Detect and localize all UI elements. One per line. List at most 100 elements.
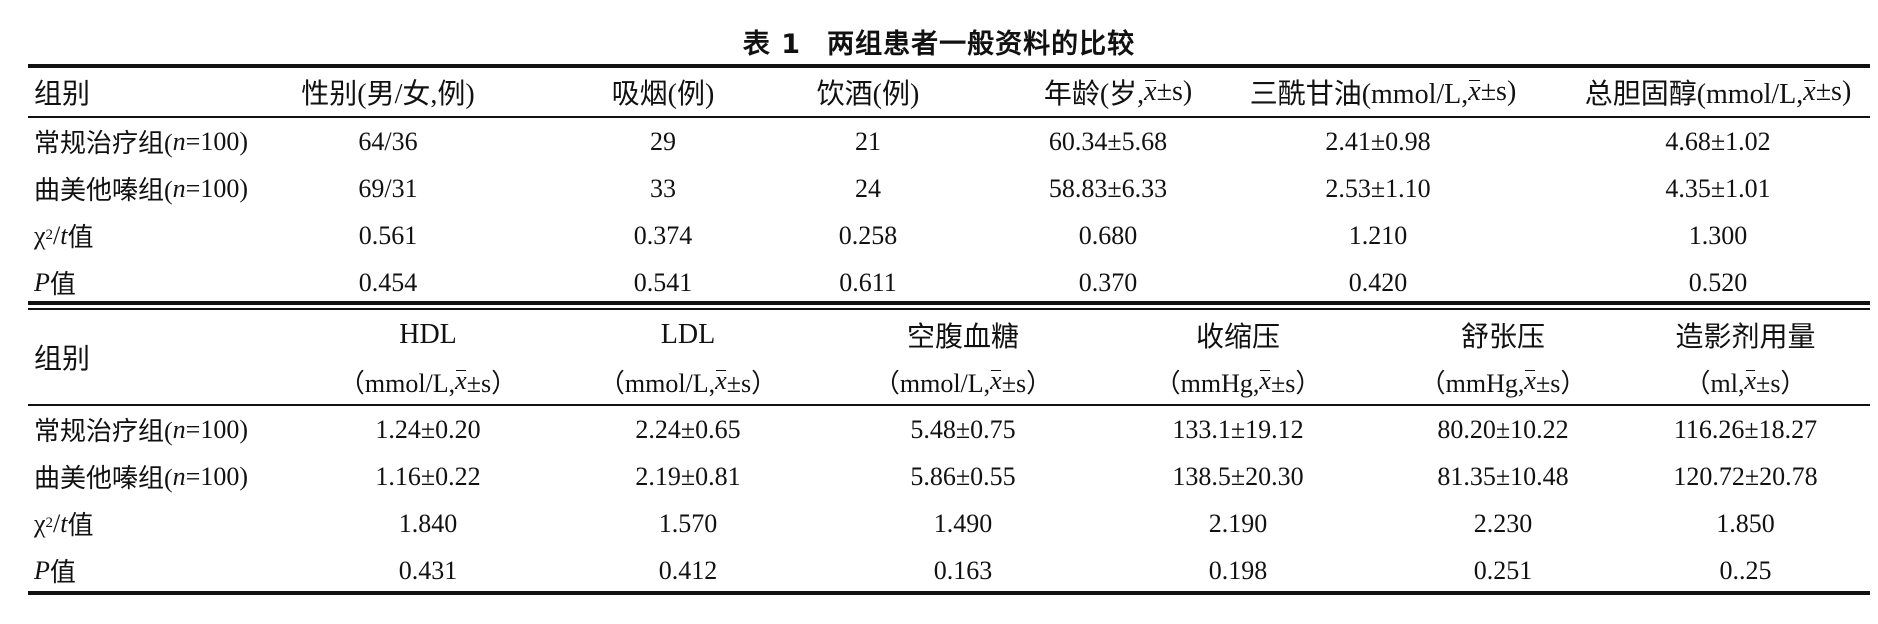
cell-cholesterol: 4.35±1.01	[1665, 173, 1771, 203]
cell-contrast-volume: 116.26±18.27	[1673, 414, 1818, 444]
section-divider-rule	[28, 301, 1870, 305]
mean-x: x	[715, 366, 727, 395]
cell-diastolic: 80.20±10.22	[1437, 414, 1569, 444]
table-row: P 值 0.454 0.541 0.611 0.370 0.420 0.520	[28, 259, 1870, 306]
header-sex: 性别(男/女,例)	[301, 78, 475, 110]
cell-fasting-glucose: 1.490	[933, 508, 993, 538]
cell-age: 58.83±6.33	[1048, 173, 1168, 203]
cell-smoking: 0.541	[633, 267, 693, 297]
header-drinking: 饮酒(例)	[816, 78, 920, 110]
row-label: χ 2/t 值	[34, 220, 94, 253]
cell-ldl: 2.19±0.81	[635, 461, 741, 491]
header-fasting-glucose: 空腹血糖	[906, 322, 1019, 353]
mean-x: x	[1524, 366, 1536, 395]
cell-systolic: 138.5±20.30	[1172, 461, 1304, 491]
cell-cholesterol: 0.520	[1688, 267, 1748, 297]
table-caption: 表 1 两组患者一般资料的比较	[0, 22, 1878, 61]
header-rule-1	[28, 116, 1870, 118]
header-row-1: 组别 性别(男/女,例) 吸烟(例) 饮酒(例) 年龄(岁, x ±s) 三酰甘油(…	[28, 68, 1870, 115]
cell-fasting-glucose: 5.86±0.55	[910, 461, 1016, 491]
cell-drinking: 21	[855, 126, 881, 156]
cell-diastolic: 0.251	[1473, 555, 1533, 585]
header-row-2: 组别	[28, 310, 1870, 404]
top-rule	[28, 64, 1870, 68]
cell-sex: 0.561	[358, 220, 418, 250]
cell-systolic: 133.1±19.12	[1172, 414, 1304, 444]
row-label: 曲美他嗪组(n =100)	[34, 173, 248, 206]
table-row: P 值 0.431 0.412 0.163 0.198 0.251 0..25	[28, 547, 1870, 594]
cell-age: 0.370	[1078, 267, 1138, 297]
cell-sex: 64/36	[358, 126, 418, 156]
header-cholesterol: 总胆固醇(mmol/L, x ±s)	[1584, 75, 1852, 110]
mean-x: x	[1803, 75, 1816, 107]
table-title: 两组患者一般资料的比较	[827, 29, 1136, 60]
section-divider-rule-thin	[28, 308, 1870, 310]
cell-age: 0.680	[1078, 220, 1138, 250]
cell-drinking: 0.611	[839, 267, 897, 297]
table-row: χ 2/t 值 0.561 0.374 0.258 0.680 1.210 1.3…	[28, 212, 1870, 259]
row-label: P 值	[34, 555, 76, 588]
cell-contrast-volume: 1.850	[1716, 508, 1775, 538]
cell-systolic: 0.198	[1208, 555, 1268, 585]
cell-hdl: 1.16±0.22	[375, 461, 481, 491]
header-rule-2	[28, 404, 1870, 406]
unit-hdl: （mmol/L, x ±s）	[338, 366, 518, 398]
mean-x: x	[1259, 366, 1271, 395]
table-row: 常规治疗组(n =100) 1.24±0.20 2.24±0.65 5.48±0.…	[28, 406, 1870, 453]
header-group-2: 组别	[34, 344, 91, 375]
header-diastolic: 舒张压	[1460, 322, 1545, 353]
header-contrast-volume: 造影剂用量	[1675, 322, 1816, 353]
cell-hdl: 0.431	[398, 555, 458, 585]
cell-smoking: 29	[650, 126, 676, 156]
row-label: P 值	[34, 267, 76, 300]
cell-diastolic: 2.230	[1473, 508, 1533, 538]
mean-x: x	[455, 366, 467, 395]
cell-contrast-volume: 0..25	[1719, 555, 1772, 585]
unit-ldl: （mmol/L, x ±s）	[598, 366, 778, 398]
cell-triglyceride: 1.210	[1348, 220, 1408, 250]
cell-drinking: 24	[855, 173, 881, 203]
cell-triglyceride: 0.420	[1348, 267, 1408, 297]
cell-systolic: 2.190	[1208, 508, 1268, 538]
cell-triglyceride: 2.41±0.98	[1325, 126, 1431, 156]
mean-x: x	[990, 366, 1002, 395]
table-row: 曲美他嗪组(n =100) 1.16±0.22 2.19±0.81 5.86±0.…	[28, 453, 1870, 500]
header-triglyceride: 三酰甘油(mmol/L, x ±s)	[1249, 75, 1517, 110]
row-label: 常规治疗组(n =100)	[34, 414, 248, 447]
cell-diastolic: 81.35±10.48	[1437, 461, 1569, 491]
row-label: 曲美他嗪组(n =100)	[34, 461, 248, 494]
table-row: 曲美他嗪组(n =100) 69/31 33 24 58.83±6.33 2.53…	[28, 165, 1870, 212]
cell-ldl: 1.570	[658, 508, 718, 538]
table-number: 表 1	[742, 29, 802, 60]
header-ldl: LDL	[660, 319, 716, 350]
mean-x: x	[1144, 75, 1157, 107]
cell-sex: 69/31	[358, 173, 418, 203]
cell-smoking: 33	[650, 173, 676, 203]
mean-x: x	[1468, 75, 1481, 107]
unit-systolic: （mmHg, x ±s）	[1154, 366, 1322, 398]
table-row: χ 2/t 值 1.840 1.570 1.490 2.190 2.230 1.8…	[28, 500, 1870, 547]
table-row: 常规治疗组(n =100) 64/36 29 21 60.34±5.68 2.41…	[28, 118, 1870, 165]
row-label: 常规治疗组(n =100)	[34, 126, 248, 159]
header-age: 年龄(岁, x ±s)	[1043, 75, 1193, 110]
header-row-2-units: （mmol/L, x ±s） （mmol/L, x ±s） （mmol/L, x ±s） （…	[28, 358, 1870, 404]
header-systolic: 收缩压	[1195, 322, 1280, 353]
unit-fasting-glucose: （mmol/L, x ±s）	[873, 366, 1053, 398]
cell-cholesterol: 4.68±1.02	[1665, 126, 1771, 156]
cell-fasting-glucose: 5.48±0.75	[910, 414, 1016, 444]
cell-hdl: 1.24±0.20	[375, 414, 481, 444]
cell-contrast-volume: 120.72±20.78	[1673, 461, 1818, 491]
row-label: χ 2/t 值	[34, 508, 94, 541]
cell-age: 60.34±5.68	[1048, 126, 1168, 156]
cell-ldl: 2.24±0.65	[635, 414, 741, 444]
cell-drinking: 0.258	[838, 220, 898, 250]
header-group: 组别	[34, 78, 91, 110]
cell-cholesterol: 1.300	[1688, 220, 1748, 250]
cell-ldl: 0.412	[658, 555, 718, 585]
cell-hdl: 1.840	[398, 508, 458, 538]
header-hdl: HDL	[399, 319, 457, 350]
cell-triglyceride: 2.53±1.10	[1325, 173, 1431, 203]
header-smoking: 吸烟(例)	[611, 78, 715, 110]
mean-x: x	[1744, 366, 1757, 395]
header-row-2-names: HDL LDL 空腹血糖 收缩压 舒张压 造影剂用量	[28, 312, 1870, 358]
